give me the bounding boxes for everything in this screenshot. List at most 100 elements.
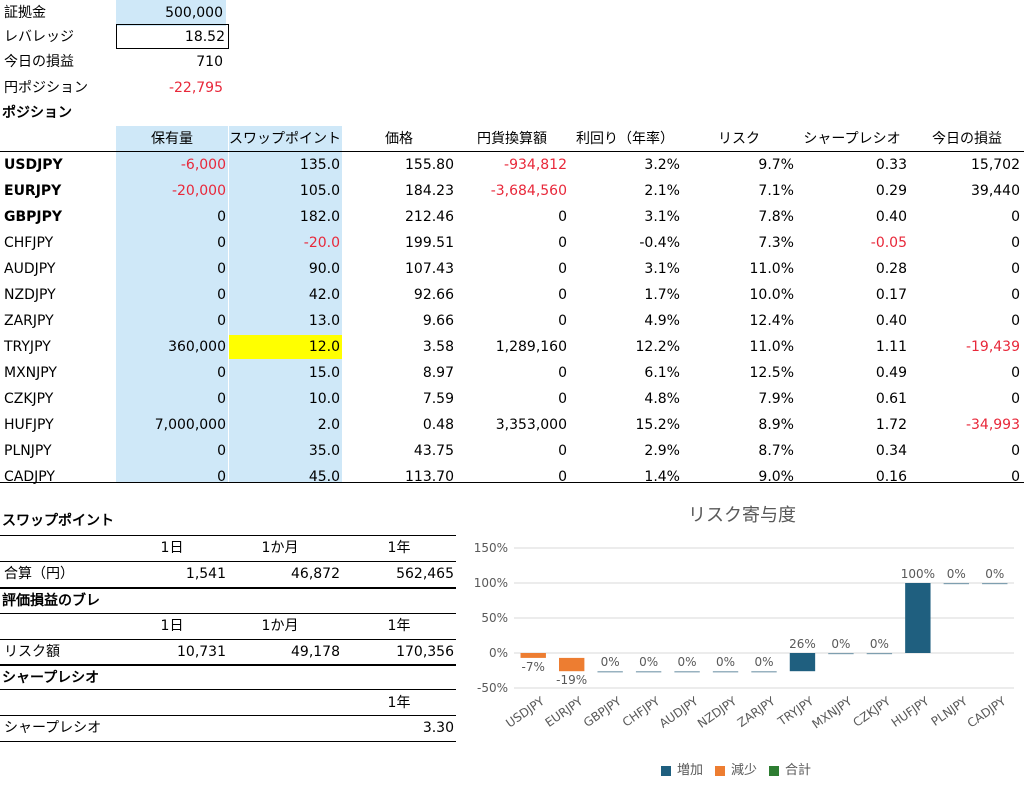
table-bottom-border [0,482,1024,483]
swap-divider [0,535,456,536]
cell-price: 155.80 [405,157,454,173]
pl-swing-title: 評価損益のブレ [2,593,100,609]
cell-yield: 12.2% [635,339,680,355]
cell-swap[interactable]: 135.0 [299,157,340,173]
cell-swap[interactable]: 45.0 [308,469,340,485]
cell-sharpe: 1.72 [875,417,907,433]
param-value[interactable]: 500,000 [116,0,226,26]
currency-pair: GBPJPY [4,209,63,225]
cell-swap[interactable]: 90.0 [308,261,340,277]
cell-risk: 9.0% [758,469,794,485]
cell-price: 92.66 [413,287,454,303]
pl-value: 170,356 [396,644,454,660]
cell-qty[interactable]: 0 [217,287,226,303]
x-tick-label: CZKJPY [850,694,893,730]
param-value[interactable]: 18.52 [116,24,229,49]
cell-yen: 0 [558,209,567,225]
cell-swap[interactable]: 105.0 [299,183,340,199]
data-label: 0% [601,655,620,669]
cell-yen: 0 [558,313,567,329]
bar-cadjpy [982,583,1008,585]
cell-pl: 0 [1011,313,1020,329]
cell-pl: -34,993 [965,417,1020,433]
x-tick-label: EURJPY [543,694,586,730]
bar-nzdjpy [712,671,739,673]
legend-item: 減少 [714,759,757,778]
cell-price: 199.51 [405,235,454,251]
currency-pair: EURJPY [4,183,62,199]
cell-qty[interactable]: 0 [217,261,226,277]
cell-qty[interactable]: 0 [217,209,226,225]
cell-risk: 12.4% [749,313,794,329]
legend-item: 合計 [769,759,811,778]
cell-yield: 15.2% [635,417,680,433]
data-label: 0% [639,655,658,669]
period-header: 1か月 [261,540,299,556]
cell-sharpe: 0.34 [875,443,907,459]
cell-swap[interactable]: 42.0 [308,287,340,303]
data-label: 0% [678,655,697,669]
position-title: ポジション [2,105,72,121]
cell-yen: 0 [558,443,567,459]
data-label: 0% [870,637,889,651]
cell-risk: 11.0% [749,339,794,355]
pl-bottom [0,664,456,666]
cell-swap[interactable]: 35.0 [308,443,340,459]
period-header: 1年 [387,695,411,711]
cell-swap[interactable]: 182.0 [299,209,340,225]
currency-pair: USDJPY [4,157,63,173]
cell-pl: 0 [1011,209,1020,225]
cell-qty[interactable]: -6,000 [180,157,226,173]
currency-pair: PLNJPY [4,443,52,459]
bar-zarjpy [751,671,777,673]
x-tick-label: USDJPY [503,694,547,731]
cell-yen: 0 [558,391,567,407]
cell-sharpe: 0.28 [875,261,907,277]
cell-pl: 0 [1011,261,1020,277]
header-divider [0,151,1024,152]
swap-summary-title: スワップポイント [2,513,114,529]
cell-qty[interactable]: -20,000 [171,183,226,199]
cell-yen: 0 [558,235,567,251]
cell-swap[interactable]: 15.0 [308,365,340,381]
cell-yield: 4.9% [644,313,680,329]
cell-qty[interactable]: 360,000 [168,339,226,355]
data-label: 0% [831,637,850,651]
swap-divider [0,561,456,562]
cell-qty[interactable]: 0 [217,235,226,251]
cell-qty[interactable]: 0 [217,313,226,329]
cell-pl: 0 [1011,443,1020,459]
cell-risk: 7.3% [758,235,794,251]
cell-yen: 1,289,160 [495,339,567,355]
cell-risk: 12.5% [749,365,794,381]
currency-pair: AUDJPY [4,261,56,277]
cell-qty[interactable]: 0 [217,391,226,407]
cell-yen: -934,812 [504,157,567,173]
cell-swap[interactable]: 13.0 [308,313,340,329]
cell-swap[interactable]: 10.0 [308,391,340,407]
cell-qty[interactable]: 0 [217,469,226,485]
cell-qty[interactable]: 7,000,000 [154,417,226,433]
swap-column-bg [229,126,342,482]
cell-risk: 9.7% [758,157,794,173]
currency-pair: HUFJPY [4,417,54,433]
period-header: 1年 [387,540,411,556]
data-label: 0% [754,655,773,669]
cell-swap[interactable]: 2.0 [317,417,340,433]
cell-yield: 2.1% [644,183,680,199]
x-tick-label: GBPJPY [581,694,624,730]
cell-yield: 1.4% [644,469,680,485]
cell-qty[interactable]: 0 [217,365,226,381]
cell-qty[interactable]: 0 [217,443,226,459]
cell-yield: -0.4% [639,235,680,251]
cell-price: 113.70 [405,469,454,485]
currency-pair: MXNJPY [4,365,57,381]
pl-value: 10,731 [177,644,226,660]
pl-divider [0,613,456,614]
sharpe-bottom [0,741,456,742]
cell-swap[interactable]: -20.0 [303,235,340,251]
period-header: 1か月 [261,618,299,634]
cell-sharpe: 0.29 [875,183,907,199]
cell-swap[interactable]: 12.0 [308,339,340,355]
x-tick-label: AUDJPY [657,694,702,731]
